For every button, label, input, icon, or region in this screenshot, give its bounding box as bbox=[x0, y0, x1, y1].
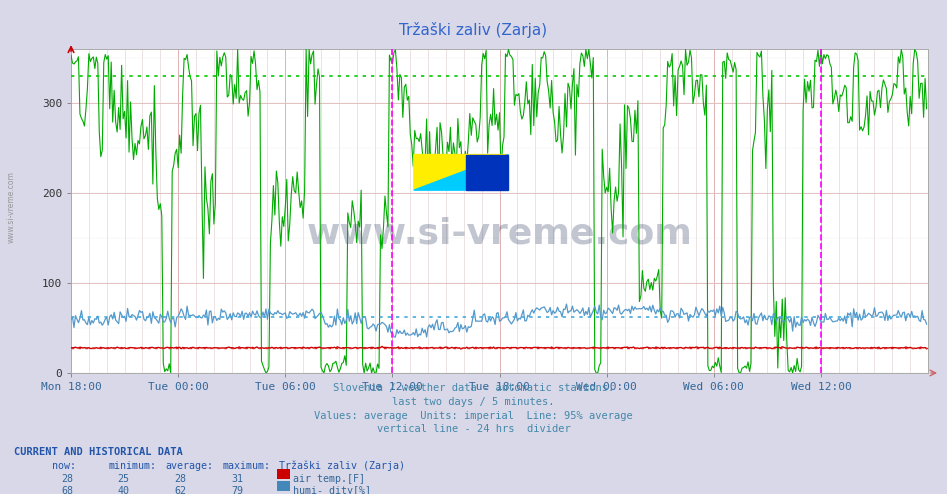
Text: www.si-vreme.com: www.si-vreme.com bbox=[7, 171, 16, 244]
Text: air temp.[F]: air temp.[F] bbox=[293, 474, 365, 484]
Text: 25: 25 bbox=[117, 474, 130, 484]
Text: 28: 28 bbox=[174, 474, 187, 484]
Polygon shape bbox=[466, 155, 509, 190]
Text: 79: 79 bbox=[231, 486, 243, 494]
Polygon shape bbox=[414, 155, 509, 190]
Text: humi- dity[%]: humi- dity[%] bbox=[293, 486, 370, 494]
Text: Values: average  Units: imperial  Line: 95% average: Values: average Units: imperial Line: 95… bbox=[314, 411, 633, 420]
Text: 68: 68 bbox=[61, 486, 73, 494]
Text: 31: 31 bbox=[231, 474, 243, 484]
Text: Tržaški zaliv (Zarja): Tržaški zaliv (Zarja) bbox=[279, 461, 405, 471]
Text: 40: 40 bbox=[117, 486, 130, 494]
Text: 62: 62 bbox=[174, 486, 187, 494]
Text: now:: now: bbox=[52, 461, 76, 471]
Text: vertical line - 24 hrs  divider: vertical line - 24 hrs divider bbox=[377, 424, 570, 434]
Text: CURRENT AND HISTORICAL DATA: CURRENT AND HISTORICAL DATA bbox=[14, 447, 183, 457]
Text: maximum:: maximum: bbox=[223, 461, 271, 471]
Text: Tržaški zaliv (Zarja): Tržaški zaliv (Zarja) bbox=[400, 22, 547, 38]
Text: Slovenia / weather data - automatic stations.: Slovenia / weather data - automatic stat… bbox=[333, 383, 614, 393]
Polygon shape bbox=[414, 155, 509, 190]
Text: average:: average: bbox=[166, 461, 214, 471]
Text: 28: 28 bbox=[61, 474, 73, 484]
Text: last two days / 5 minutes.: last two days / 5 minutes. bbox=[392, 397, 555, 407]
Text: minimum:: minimum: bbox=[109, 461, 157, 471]
Text: www.si-vreme.com: www.si-vreme.com bbox=[307, 217, 692, 251]
